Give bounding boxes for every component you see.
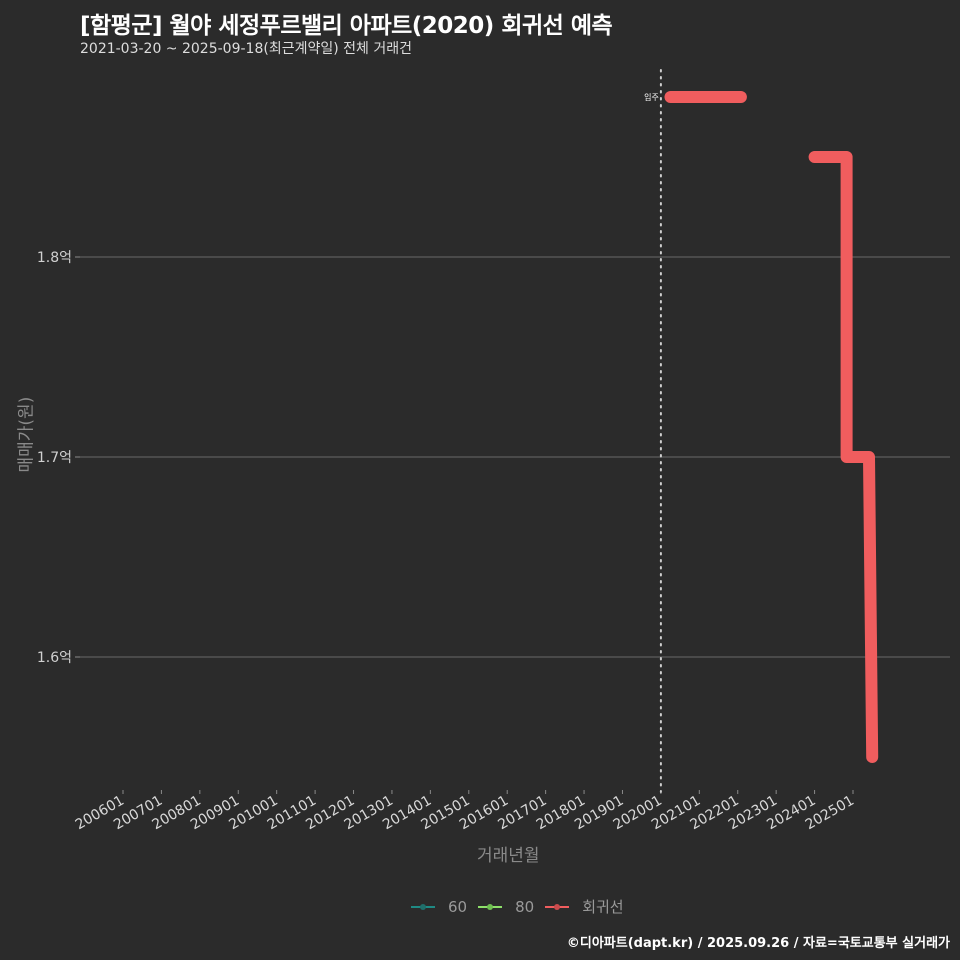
y-axis-label: 매매가(원) xyxy=(16,396,37,473)
chart-subtitle: 2021-03-20 ~ 2025-09-18(최근계약일) 전체 거래건 xyxy=(80,41,412,57)
legend-label: 80 xyxy=(515,897,535,916)
y-axis-ticks: 1.6억 1.7억 1.8억 xyxy=(37,250,80,666)
x-axis-ticks: 2006012007012008012009012010012011012012… xyxy=(73,790,857,833)
legend-item-regression: 회귀선 xyxy=(544,896,624,917)
chart-title: [함평군] 월야 세정푸르밸리 아파트(2020) 회귀선 예측 xyxy=(80,13,613,39)
legend-label: 회귀선 xyxy=(582,898,624,916)
y-tick-label: 1.8억 xyxy=(37,250,72,266)
regression-line xyxy=(664,91,879,763)
footer-credit: ©디아파트(dapt.kr) / 2025.09.26 / 자료=국토교통부 실… xyxy=(566,936,950,951)
legend-key-icon xyxy=(410,900,436,914)
legend-item-80: 80 xyxy=(477,898,534,916)
regression-segment xyxy=(808,151,879,763)
move-in-vline: 입주 xyxy=(644,69,662,793)
y-tick-label: 1.6억 xyxy=(37,650,72,666)
y-gridlines xyxy=(80,256,950,658)
move-in-label: 입주 xyxy=(644,93,659,102)
legend-key-icon xyxy=(477,900,503,914)
legend: 60 80 회귀선 xyxy=(410,896,634,917)
y-tick-label: 1.7억 xyxy=(37,450,72,466)
legend-key-icon xyxy=(544,900,570,914)
x-axis-label: 거래년월 xyxy=(477,846,540,866)
legend-item-60: 60 xyxy=(410,898,467,916)
legend-label: 60 xyxy=(448,897,468,916)
